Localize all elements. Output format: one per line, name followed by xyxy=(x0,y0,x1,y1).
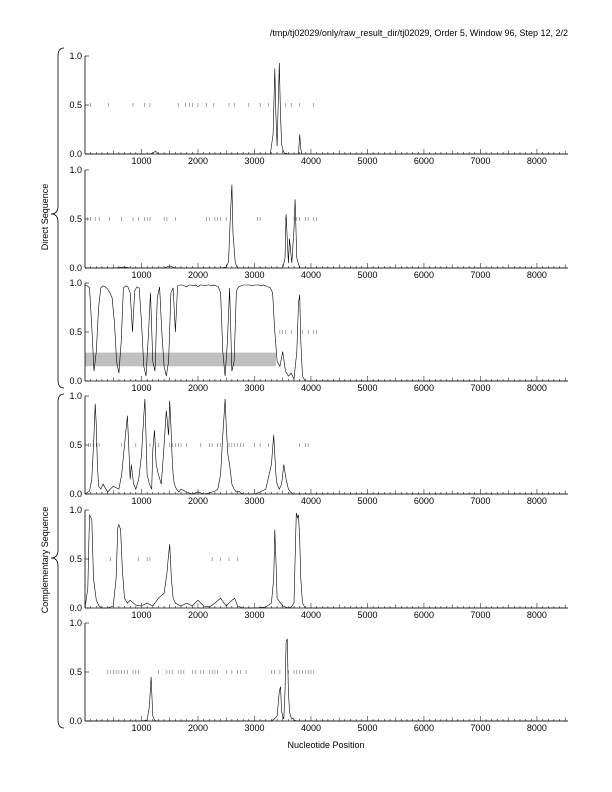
y-tick-label: 0.0 xyxy=(69,149,82,159)
x-tick-label: 7000 xyxy=(470,383,490,393)
x-axis-label: Nucleotide Position xyxy=(287,740,364,750)
y-tick-label: 1.0 xyxy=(69,51,82,61)
x-tick-label: 8000 xyxy=(527,156,547,166)
x-tick-label: 1000 xyxy=(131,723,151,733)
y-tick-label: 0.0 xyxy=(69,376,82,386)
x-tick-label: 1000 xyxy=(131,610,151,620)
x-tick-label: 7000 xyxy=(470,156,490,166)
y-tick-label: 0.5 xyxy=(69,327,82,337)
x-tick-label: 8000 xyxy=(527,610,547,620)
y-tick-label: 0.0 xyxy=(69,263,82,273)
y-tick-label: 0.0 xyxy=(69,716,82,726)
x-tick-label: 3000 xyxy=(244,496,264,506)
x-tick-label: 4000 xyxy=(301,610,321,620)
complementary-sequence-brace xyxy=(50,393,65,729)
y-tick-label: 1.0 xyxy=(69,618,82,628)
panel-5: 1000 2000 3000 4000 5000 6000 7000 8000 0.0 0.5 1.… xyxy=(69,505,568,620)
x-tick-label: 4000 xyxy=(301,383,321,393)
x-tick-label: 4000 xyxy=(301,723,321,733)
x-tick-label: 3000 xyxy=(244,270,264,280)
y-tick-label: 0.0 xyxy=(69,603,82,613)
y-tick-label: 1.0 xyxy=(69,165,82,175)
x-tick-label: 8000 xyxy=(527,383,547,393)
x-tick-label: 7000 xyxy=(470,496,490,506)
y-tick-label: 0.5 xyxy=(69,100,82,110)
x-tick-label: 6000 xyxy=(414,156,434,166)
x-tick-label: 7000 xyxy=(470,270,490,280)
x-tick-label: 8000 xyxy=(527,496,547,506)
x-tick-label: 7000 xyxy=(470,610,490,620)
direct-sequence-label: Direct Sequence xyxy=(40,184,50,251)
x-tick-label: 5000 xyxy=(357,496,377,506)
direct-sequence-brace xyxy=(50,47,65,389)
x-tick-label: 5000 xyxy=(357,723,377,733)
x-tick-label: 6000 xyxy=(414,383,434,393)
x-tick-label: 1000 xyxy=(131,270,151,280)
x-tick-label: 3000 xyxy=(244,383,264,393)
x-tick-label: 5000 xyxy=(357,383,377,393)
x-tick-label: 3000 xyxy=(244,610,264,620)
x-tick-label: 2000 xyxy=(188,383,208,393)
series-line xyxy=(84,284,568,382)
x-tick-label: 8000 xyxy=(527,270,547,280)
x-tick-label: 5000 xyxy=(357,156,377,166)
y-tick-label: 1.0 xyxy=(69,391,82,401)
x-tick-label: 6000 xyxy=(414,496,434,506)
x-tick-label: 1000 xyxy=(131,496,151,506)
chart-title: /tmp/tj02029/only/raw_result_dir/tj02029… xyxy=(270,28,568,38)
panel-2: 1000 2000 3000 4000 5000 6000 7000 8000 0.0 0.5 1.… xyxy=(69,165,568,280)
x-tick-label: 4000 xyxy=(301,270,321,280)
x-tick-label: 5000 xyxy=(357,270,377,280)
panel-1: 1000 2000 3000 4000 5000 6000 7000 8000 0.0 0.5 1.… xyxy=(69,51,568,166)
panel-6: 1000 2000 3000 4000 5000 6000 7000 8000 0.0 0.5 1.… xyxy=(69,618,568,733)
y-tick-label: 0.0 xyxy=(69,489,82,499)
y-tick-label: 0.5 xyxy=(69,667,82,677)
y-tick-label: 0.5 xyxy=(69,554,82,564)
x-tick-label: 1000 xyxy=(131,156,151,166)
series-line xyxy=(84,512,568,609)
series-line xyxy=(85,62,568,155)
x-tick-label: 4000 xyxy=(301,496,321,506)
complementary-sequence-label: Complementary Sequence xyxy=(40,507,50,614)
x-tick-label: 2000 xyxy=(188,723,208,733)
x-tick-label: 6000 xyxy=(414,723,434,733)
x-tick-label: 2000 xyxy=(188,270,208,280)
x-tick-label: 7000 xyxy=(470,723,490,733)
series-line xyxy=(85,638,568,722)
y-tick-label: 0.5 xyxy=(69,214,82,224)
x-tick-label: 5000 xyxy=(357,610,377,620)
x-tick-label: 6000 xyxy=(414,270,434,280)
x-tick-label: 1000 xyxy=(131,383,151,393)
y-tick-label: 1.0 xyxy=(69,505,82,515)
highlight-band xyxy=(85,352,276,367)
x-tick-label: 2000 xyxy=(188,156,208,166)
panels: 1000 2000 3000 4000 5000 6000 7000 8000 0.0 0.5 1.… xyxy=(69,51,568,733)
x-tick-label: 2000 xyxy=(188,610,208,620)
series-line xyxy=(85,184,568,269)
panel-4: 1000 2000 3000 4000 5000 6000 7000 8000 0.0 0.5 1.… xyxy=(69,391,568,506)
series-line xyxy=(84,398,568,495)
y-tick-label: 0.5 xyxy=(69,440,82,450)
x-tick-label: 3000 xyxy=(244,723,264,733)
x-tick-label: 3000 xyxy=(244,156,264,166)
y-tick-label: 1.0 xyxy=(69,278,82,288)
panel-3: 1000 2000 3000 4000 5000 6000 7000 8000 0.0 0.5 1.… xyxy=(69,278,568,393)
x-tick-label: 8000 xyxy=(527,723,547,733)
x-tick-label: 2000 xyxy=(188,496,208,506)
x-tick-label: 4000 xyxy=(301,156,321,166)
x-tick-label: 6000 xyxy=(414,610,434,620)
